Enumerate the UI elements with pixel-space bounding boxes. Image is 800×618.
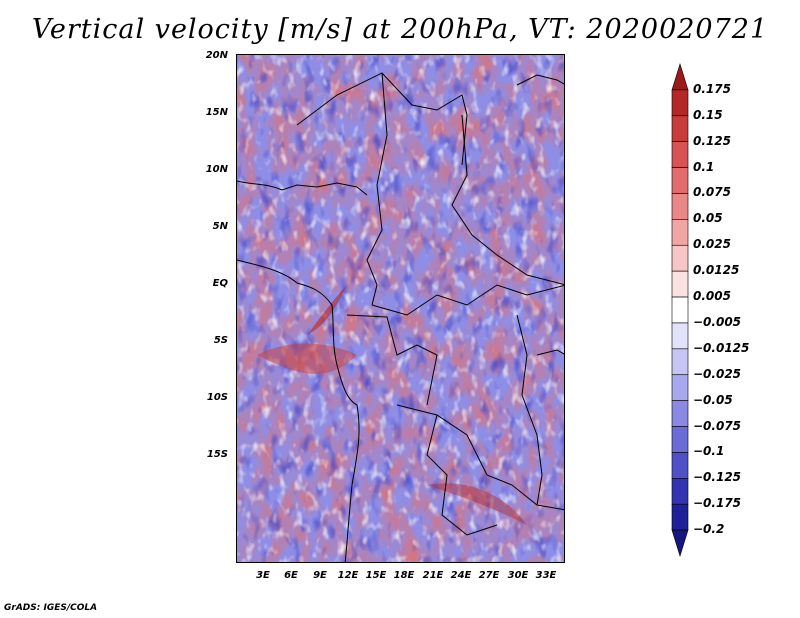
- lon-label: 12E: [337, 570, 359, 581]
- colorbar-cell: [671, 529, 689, 558]
- colorbar-cell: [671, 62, 689, 91]
- lon-label: 33E: [535, 570, 557, 581]
- colorbar-cell: [671, 426, 689, 453]
- colorbar-label: 0.0125: [693, 263, 740, 278]
- map-title: Vertical velocity [m/s] at 200hPa, VT: 2…: [31, 14, 769, 45]
- colorbar-label: −0.125: [693, 470, 742, 485]
- colorbar-cell: [671, 193, 689, 220]
- map-panel: [236, 54, 565, 563]
- lat-label: 15S: [206, 449, 228, 460]
- colorbar-label: −0.175: [693, 496, 742, 511]
- lat-label: 10S: [206, 392, 228, 403]
- colorbar-label: −0.2: [693, 522, 725, 537]
- colorbar-label: 0.125: [693, 133, 731, 148]
- colorbar-cell: [671, 452, 689, 479]
- colorbar-cell: [671, 478, 689, 505]
- colorbar-label: −0.1: [693, 444, 725, 459]
- colorbar-label: 0.005: [693, 289, 731, 304]
- colorbar-cell: [671, 219, 689, 246]
- colorbar-cell: [671, 348, 689, 376]
- colorbar-cell: [671, 270, 689, 298]
- colorbar-label: 0.1: [693, 159, 715, 174]
- lat-label: 5N: [212, 221, 228, 232]
- footer-credit: GrADS: IGES/COLA: [4, 603, 98, 613]
- colorbar-cell: [671, 167, 689, 194]
- lon-label: 27E: [478, 570, 500, 581]
- lat-label: 20N: [205, 50, 228, 61]
- colorbar-label: −0.005: [693, 314, 742, 329]
- colorbar-cell: [671, 400, 689, 427]
- lon-label: 3E: [256, 570, 270, 581]
- colorbar-label: 0.15: [693, 107, 723, 122]
- colorbar-label: 0.025: [693, 237, 731, 252]
- colorbar-label: 0.175: [693, 81, 731, 96]
- lat-label: 10N: [205, 164, 228, 175]
- lon-label: 9E: [313, 570, 327, 581]
- colorbar-cell: [671, 141, 689, 168]
- colorbar-label: −0.0125: [693, 340, 750, 355]
- colorbar-cell: [671, 374, 689, 401]
- colorbar-cell: [671, 244, 689, 272]
- lon-label: 24E: [450, 570, 472, 581]
- colorbar-cell: [671, 503, 689, 531]
- lat-label: EQ: [212, 278, 228, 289]
- colorbar-label: −0.05: [693, 392, 733, 407]
- colorbar-cell: [671, 115, 689, 142]
- colorbar-cell: [671, 322, 689, 350]
- lat-label: 15N: [205, 107, 228, 118]
- lon-label: 21E: [422, 570, 444, 581]
- colorbar-label: 0.075: [693, 185, 731, 200]
- colorbar-label: −0.075: [693, 418, 742, 433]
- lon-label: 18E: [393, 570, 415, 581]
- colorbar-label: 0.05: [693, 211, 723, 226]
- colorbar-cell: [671, 296, 689, 324]
- lon-label: 30E: [507, 570, 529, 581]
- lat-label: 5S: [213, 335, 228, 346]
- colorbar-cell: [671, 89, 689, 117]
- vertical-velocity-field: [237, 55, 564, 562]
- lon-label: 6E: [284, 570, 298, 581]
- colorbar-label: −0.025: [693, 366, 742, 381]
- lon-label: 15E: [365, 570, 387, 581]
- colorbar: [671, 62, 689, 558]
